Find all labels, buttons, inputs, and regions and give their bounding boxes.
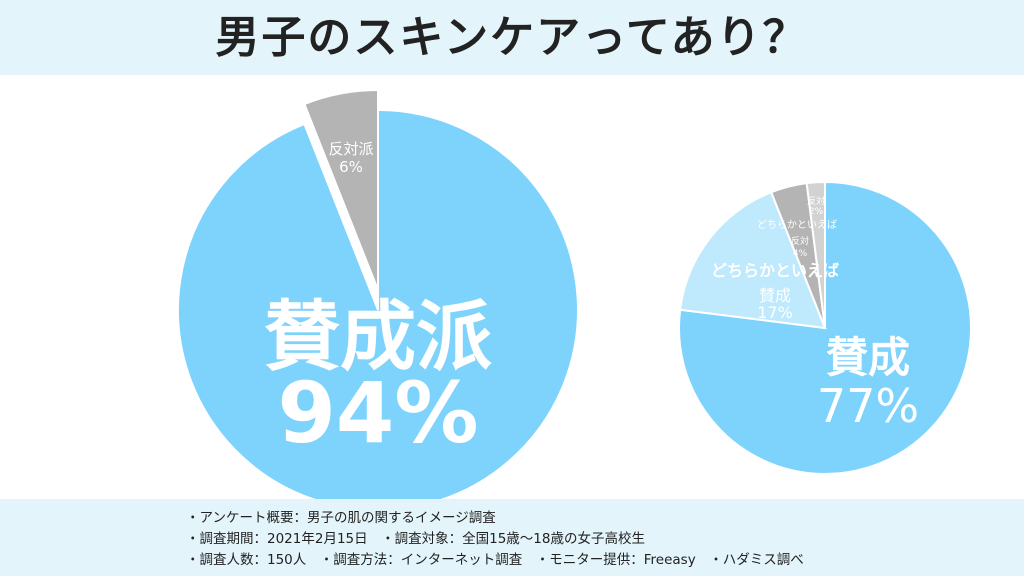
slice-against xyxy=(805,180,826,329)
value-agree: 77% xyxy=(817,379,919,433)
page-title: 男子のスキンケアってあり？ xyxy=(215,12,809,63)
survey-overview: ・アンケート概要：男子の肌の関するイメージ調査 xyxy=(186,510,496,526)
label-against: 反対派 xyxy=(328,140,373,158)
label-agree: 賛成 xyxy=(826,333,910,382)
survey-info: ・アンケート概要：男子の肌の関するイメージ調査 ・調査期間：2021年2月15日… xyxy=(0,499,1024,576)
chart-labels: 賛成派94%反対派6%賛成77%どちらかといえば賛成17%どちらかといえば反対4… xyxy=(264,140,919,462)
slice-against xyxy=(303,88,379,291)
survey-count-method: ・調査人数：150人 ・調査方法：インターネット調査 ・モニター提供：Freea… xyxy=(186,552,804,568)
value-against: 6% xyxy=(339,158,363,176)
value-agree: 94% xyxy=(277,364,478,462)
value-against: 2% xyxy=(809,207,824,217)
pie-chart-left xyxy=(177,88,579,499)
label-somewhat-against-line1: どちらかといえば xyxy=(757,219,837,231)
pie-chart-right xyxy=(678,180,972,475)
charts-area: 賛成派94%反対派6%賛成77%どちらかといえば賛成17%どちらかといえば反対4… xyxy=(177,88,972,499)
label-somewhat-against-line2: 反対 xyxy=(791,235,809,247)
survey-period-target: ・調査期間：2021年2月15日 ・調査対象：全国15歳〜18歳の女子高校生 xyxy=(186,531,645,547)
label-somewhat-agree-line2: 賛成 xyxy=(759,286,791,305)
title-bar: 男子のスキンケアってあり？ xyxy=(0,0,1024,75)
slice-agree xyxy=(177,108,579,499)
value-somewhat-agree: 17% xyxy=(757,303,793,322)
value-somewhat-against: 4% xyxy=(793,249,808,259)
slice-somewhat-agree xyxy=(679,190,827,330)
label-against: 反対 xyxy=(807,195,825,207)
label-somewhat-agree-line1: どちらかといえば xyxy=(711,261,839,280)
label-agree: 賛成派 xyxy=(264,292,492,381)
